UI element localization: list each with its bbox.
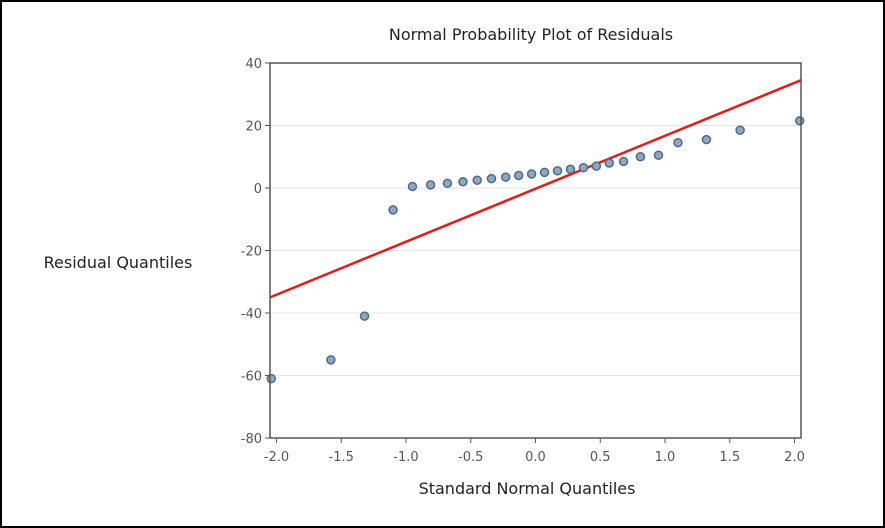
data-point: [458, 177, 468, 187]
data-point: [591, 161, 602, 171]
y-tick-label: -60: [241, 370, 262, 385]
data-point: [673, 137, 683, 148]
y-axis-label: Residual Quantiles: [44, 253, 193, 272]
y-tick-label: -20: [241, 245, 262, 260]
x-ticks: -2.0 -1.5 -1.0 -0.5 0.0 0.5 1.0 1.5 2.0: [264, 438, 805, 465]
data-point: [635, 152, 646, 162]
data-point: [526, 169, 537, 179]
data-point: [472, 175, 482, 185]
data-point: [359, 311, 370, 321]
grid-lines: [270, 125, 801, 376]
data-point: [442, 178, 453, 189]
data-point: [539, 167, 550, 178]
data-point: [604, 158, 615, 168]
data-point: [735, 125, 745, 135]
data-point: [486, 173, 497, 184]
data-point: [500, 172, 511, 182]
reference-line-group: [269, 79, 802, 299]
x-tick-label: 0.0: [525, 450, 546, 465]
reference-line: [269, 79, 802, 299]
x-tick-label: 1.5: [719, 450, 740, 465]
data-point: [794, 116, 805, 126]
data-point: [701, 134, 712, 145]
x-tick-label: 2.0: [784, 450, 805, 465]
x-tick-label: -1.0: [393, 450, 418, 465]
y-tick-label: 40: [245, 57, 262, 72]
x-tick-label: -0.5: [458, 450, 483, 465]
data-point: [513, 170, 524, 181]
data-point: [425, 180, 436, 190]
y-tick-label: 20: [245, 120, 262, 135]
data-point: [388, 205, 398, 215]
data-point: [407, 181, 418, 192]
data-point: [552, 166, 563, 176]
y-tick-label: -40: [241, 307, 262, 322]
chart-title: Normal Probability Plot of Residuals: [389, 25, 673, 44]
x-tick-label: -1.5: [329, 450, 354, 465]
y-tick-label: -80: [241, 432, 262, 447]
data-point: [326, 355, 336, 365]
data-point: [578, 162, 589, 173]
y-ticks: -80 -60 -40 -20 0 20 40: [241, 57, 270, 447]
data-point: [653, 150, 664, 160]
x-tick-label: -2.0: [264, 450, 289, 465]
data-point: [565, 164, 576, 174]
x-axis-label: Standard Normal Quantiles: [419, 479, 636, 498]
y-tick-label: 0: [254, 182, 262, 197]
x-tick-label: 1.0: [655, 450, 676, 465]
x-tick-label: 0.5: [590, 450, 611, 465]
data-points: [266, 116, 805, 384]
data-point: [618, 156, 629, 167]
